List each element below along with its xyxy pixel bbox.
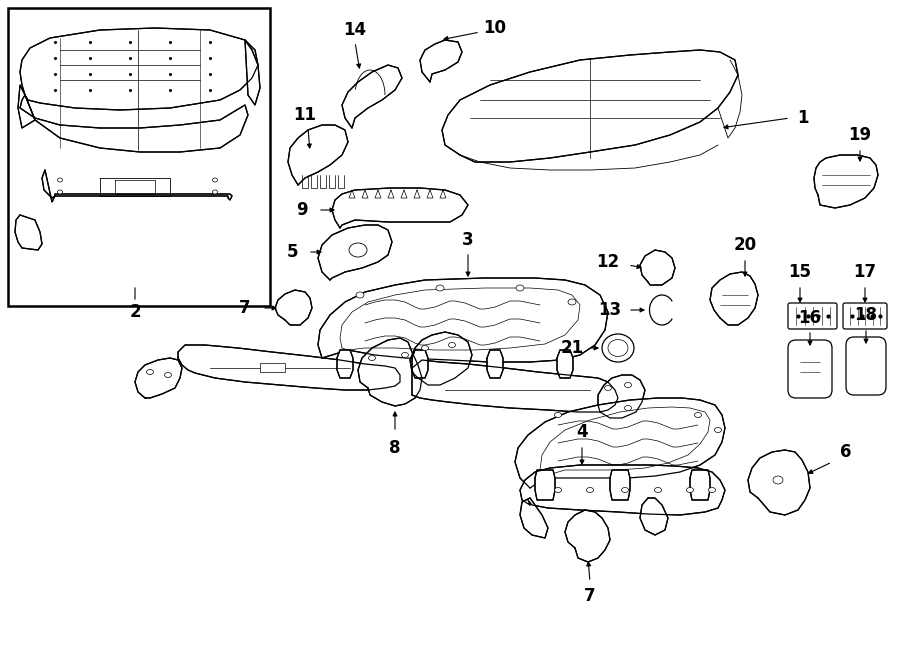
Polygon shape [565, 510, 610, 562]
Polygon shape [275, 290, 312, 325]
Text: 10: 10 [483, 19, 507, 37]
Ellipse shape [602, 334, 634, 362]
Text: 6: 6 [841, 443, 851, 461]
Ellipse shape [368, 356, 375, 360]
Polygon shape [178, 345, 400, 390]
Polygon shape [410, 332, 472, 385]
Ellipse shape [147, 369, 154, 375]
Text: 13: 13 [598, 301, 622, 319]
Polygon shape [412, 360, 618, 412]
Text: 5: 5 [286, 243, 298, 261]
Polygon shape [42, 170, 232, 202]
Text: 15: 15 [788, 263, 812, 281]
Polygon shape [487, 350, 503, 378]
Ellipse shape [58, 190, 62, 194]
Text: 7: 7 [584, 587, 596, 605]
Ellipse shape [349, 243, 367, 257]
Polygon shape [412, 350, 428, 378]
Polygon shape [557, 350, 573, 378]
Ellipse shape [165, 373, 172, 377]
Polygon shape [20, 28, 258, 110]
Polygon shape [814, 155, 878, 208]
Ellipse shape [608, 340, 628, 356]
Polygon shape [20, 95, 248, 152]
Ellipse shape [708, 488, 716, 492]
Bar [8, 8, 270, 306]
Ellipse shape [554, 412, 562, 418]
Polygon shape [520, 465, 725, 515]
Polygon shape [690, 470, 710, 500]
Polygon shape [288, 125, 348, 185]
Polygon shape [640, 498, 668, 535]
Text: 7: 7 [239, 299, 251, 317]
Text: 3: 3 [463, 231, 473, 249]
Ellipse shape [568, 299, 576, 305]
FancyBboxPatch shape [846, 337, 886, 395]
Ellipse shape [401, 352, 409, 358]
Text: 21: 21 [561, 339, 583, 357]
Ellipse shape [654, 488, 662, 492]
Ellipse shape [554, 488, 562, 492]
Ellipse shape [587, 488, 593, 492]
Polygon shape [245, 40, 260, 105]
Text: 11: 11 [293, 106, 317, 124]
Ellipse shape [622, 488, 628, 492]
Text: 19: 19 [849, 126, 871, 144]
Ellipse shape [773, 476, 783, 484]
Bar [260, 363, 285, 372]
Text: 18: 18 [854, 306, 877, 324]
Polygon shape [15, 215, 42, 250]
Text: 1: 1 [797, 109, 809, 127]
Polygon shape [358, 338, 422, 406]
Ellipse shape [356, 292, 364, 298]
Polygon shape [332, 188, 468, 228]
Polygon shape [640, 250, 675, 285]
Ellipse shape [516, 285, 524, 291]
Text: 17: 17 [853, 263, 877, 281]
Text: 20: 20 [734, 236, 757, 254]
Ellipse shape [436, 285, 444, 291]
Text: 12: 12 [597, 253, 619, 271]
Polygon shape [535, 470, 555, 500]
Text: 9: 9 [296, 201, 308, 219]
Ellipse shape [58, 178, 62, 182]
Polygon shape [135, 358, 182, 398]
Polygon shape [598, 375, 645, 418]
Polygon shape [318, 278, 608, 362]
Polygon shape [318, 225, 392, 280]
Polygon shape [442, 50, 738, 162]
Ellipse shape [448, 342, 455, 348]
Ellipse shape [605, 385, 611, 391]
Text: 4: 4 [576, 423, 588, 441]
Polygon shape [520, 498, 548, 538]
Polygon shape [610, 470, 630, 500]
Polygon shape [748, 450, 810, 515]
Text: 16: 16 [798, 309, 822, 327]
Ellipse shape [687, 488, 694, 492]
Polygon shape [420, 40, 462, 82]
Ellipse shape [212, 178, 218, 182]
Text: 8: 8 [389, 439, 400, 457]
Polygon shape [515, 398, 725, 488]
FancyBboxPatch shape [788, 303, 837, 329]
Ellipse shape [715, 428, 722, 432]
Text: 14: 14 [344, 21, 366, 39]
Ellipse shape [695, 412, 701, 418]
Polygon shape [337, 350, 353, 378]
FancyBboxPatch shape [788, 340, 832, 398]
Ellipse shape [421, 346, 428, 350]
Polygon shape [18, 85, 35, 128]
FancyBboxPatch shape [843, 303, 887, 329]
Ellipse shape [625, 383, 632, 387]
Polygon shape [710, 272, 758, 325]
Ellipse shape [212, 190, 218, 194]
Ellipse shape [625, 405, 632, 410]
Polygon shape [342, 65, 402, 128]
Text: 2: 2 [130, 303, 140, 321]
